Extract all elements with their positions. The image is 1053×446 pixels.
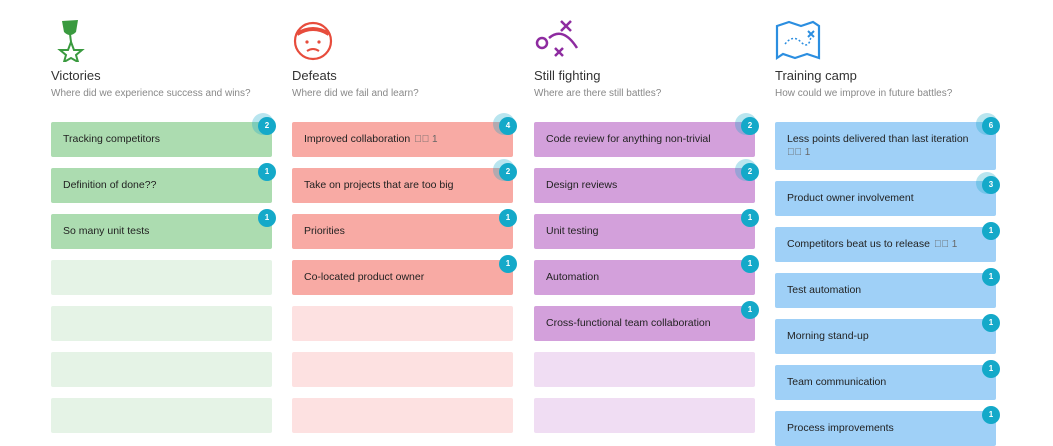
card-text: Competitors beat us to release (787, 238, 930, 250)
card[interactable]: Product owner involvement (775, 181, 996, 216)
vote-badge[interactable]: 1 (741, 209, 759, 227)
card[interactable]: Design reviews (534, 168, 755, 203)
card-text: Team communication (787, 376, 887, 388)
empty-slot (534, 398, 755, 433)
card-text: Cross-functional team collaboration (546, 317, 711, 329)
card[interactable]: Co-located product owner (292, 260, 513, 295)
card-text: Take on projects that are too big (304, 179, 454, 191)
vote-badge[interactable]: 1 (982, 268, 1000, 286)
card[interactable]: Morning stand-up (775, 319, 996, 354)
column-title: Victories (51, 68, 101, 83)
card[interactable]: Code review for anything non-trivial (534, 122, 755, 157)
column-subtitle: Where are there still battles? (534, 88, 662, 99)
card[interactable]: Priorities (292, 214, 513, 249)
column-subtitle: Where did we fail and learn? (292, 88, 419, 99)
vote-badge[interactable]: 1 (982, 360, 1000, 378)
card[interactable]: Automation (534, 260, 755, 295)
vote-badge[interactable]: 3 (982, 176, 1000, 194)
card[interactable]: Take on projects that are too big (292, 168, 513, 203)
vote-badge[interactable]: 1 (258, 209, 276, 227)
defeats-icon (293, 21, 333, 61)
card-text: Morning stand-up (787, 330, 869, 342)
card-text: Less points delivered than last iteratio… (787, 133, 969, 145)
vote-badge[interactable]: 2 (258, 117, 276, 135)
vote-badge[interactable]: 1 (982, 406, 1000, 424)
vote-badge[interactable]: 1 (258, 163, 276, 181)
card-text: Code review for anything non-trivial (546, 133, 711, 145)
empty-slot (292, 398, 513, 433)
card-text: Tracking competitors (63, 133, 161, 145)
still-fighting-icon (535, 20, 579, 57)
column-title: Still fighting (534, 68, 601, 83)
vote-badge[interactable]: 1 (982, 222, 1000, 240)
vote-badge[interactable]: 2 (741, 163, 759, 181)
column-title: Training camp (775, 68, 857, 83)
card[interactable]: Process improvements (775, 411, 996, 446)
check-icon: ✓⃝ (934, 239, 952, 250)
card[interactable]: Competitors beat us to release ✓⃝ 1 (775, 227, 996, 262)
card[interactable]: Team communication (775, 365, 996, 400)
vote-badge[interactable]: 2 (741, 117, 759, 135)
card-text: Design reviews (546, 179, 618, 191)
column-subtitle: How could we improve in future battles? (775, 88, 953, 99)
vote-badge[interactable]: 2 (499, 163, 517, 181)
card-text: Improved collaboration (304, 133, 411, 145)
card[interactable]: Test automation (775, 273, 996, 308)
vote-badge[interactable]: 1 (499, 209, 517, 227)
card[interactable]: So many unit tests (51, 214, 272, 249)
empty-slot (292, 352, 513, 387)
card[interactable]: Tracking competitors (51, 122, 272, 157)
retro-board: Victories Where did we experience success… (51, 20, 1000, 446)
card-text: Unit testing (546, 225, 599, 237)
column-subtitle: Where did we experience success and wins… (51, 88, 251, 99)
card[interactable]: Unit testing (534, 214, 755, 249)
check-icon: ✓⃝ (787, 147, 805, 158)
check-count: 1 (432, 134, 438, 145)
victories-icon (57, 20, 85, 62)
empty-slot (51, 306, 272, 341)
check-count: 1 (951, 239, 958, 250)
training-camp-icon (775, 20, 821, 61)
vote-badge[interactable]: 1 (741, 255, 759, 273)
card[interactable]: Definition of done?? (51, 168, 272, 203)
card-text: Product owner involvement (787, 192, 914, 204)
empty-slot (534, 352, 755, 387)
card-text: Test automation (787, 284, 862, 296)
card[interactable]: Improved collaboration ✓⃝ 1 (292, 122, 513, 157)
vote-badge[interactable]: 1 (741, 301, 759, 319)
vote-badge[interactable]: 4 (499, 117, 517, 135)
empty-slot (51, 352, 272, 387)
vote-badge[interactable]: 1 (499, 255, 517, 273)
card-text: Definition of done?? (63, 179, 157, 191)
card-text: Priorities (304, 225, 345, 237)
check-icon: ✓⃝ (414, 134, 433, 145)
card-text: Automation (546, 271, 600, 283)
empty-slot (51, 260, 272, 295)
check-count: 1 (804, 147, 811, 158)
empty-slot (292, 306, 513, 341)
vote-badge[interactable]: 6 (982, 117, 1000, 135)
vote-badge[interactable]: 1 (982, 314, 1000, 332)
card[interactable]: Cross-functional team collaboration (534, 306, 755, 341)
empty-slot (51, 398, 272, 433)
card-text: So many unit tests (63, 225, 150, 237)
column-title: Defeats (292, 68, 337, 83)
card[interactable]: Less points delivered than last iteratio… (775, 122, 996, 170)
card-text: Co-located product owner (304, 271, 425, 283)
